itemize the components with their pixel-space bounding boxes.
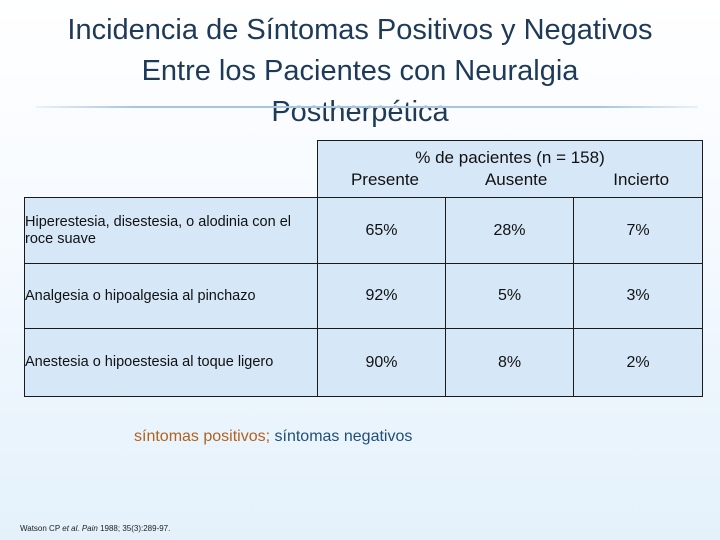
cell-incierto: 7%	[572, 197, 704, 264]
header-corner	[25, 141, 318, 198]
row-label: Hiperestesia, disestesia, o alodinia con…	[24, 197, 318, 264]
table-header-row: % de pacientes (n = 158) Presente Ausent…	[25, 140, 704, 198]
row-label: Analgesia o hipoalgesia al pinchazo	[24, 263, 318, 329]
cell-incierto: 2%	[572, 328, 704, 397]
cell-ausente: 8%	[445, 328, 574, 397]
group-header-label: % de pacientes (n = 158)	[415, 148, 605, 167]
legend-negative: síntomas negativos	[274, 428, 413, 445]
citation-journal: Pain	[81, 524, 98, 533]
column-header-incierto: Incierto	[613, 170, 670, 189]
row-label: Anestesia o hipoestesia al toque ligero	[24, 328, 318, 397]
title-line-1: Incidencia de Síntomas Positivos y Negat…	[67, 14, 653, 46]
slide-title: Incidencia de Síntomas Positivos y Negat…	[0, 10, 720, 133]
cell-ausente: 28%	[445, 197, 574, 264]
citation: Watson CP et al. Pain 1988; 35(3):289-97…	[20, 524, 170, 533]
column-header-ausente: Ausente	[484, 170, 548, 189]
cell-incierto: 3%	[572, 263, 704, 329]
column-group-header: % de pacientes (n = 158) Presente Ausent…	[316, 140, 704, 198]
table-row: Anestesia o hipoestesia al toque ligero …	[24, 328, 704, 397]
column-header-presente: Presente	[350, 170, 420, 189]
citation-etal: et al.	[62, 524, 80, 533]
table-row: Hiperestesia, disestesia, o alodinia con…	[24, 197, 704, 264]
cell-presente: 65%	[317, 197, 446, 264]
cell-ausente: 5%	[445, 263, 574, 329]
table-row: Analgesia o hipoalgesia al pinchazo 92% …	[24, 263, 704, 329]
legend-positive: síntomas positivos;	[134, 428, 271, 445]
citation-details: 1988; 35(3):289-97.	[100, 524, 171, 533]
symptoms-table: % de pacientes (n = 158) Presente Ausent…	[24, 140, 704, 397]
citation-authors: Watson CP	[20, 524, 61, 533]
title-line-2: Entre los Pacientes con Neuralgia	[141, 55, 579, 87]
title-divider	[36, 106, 698, 108]
cell-presente: 90%	[317, 328, 446, 397]
symptom-legend: síntomas positivos; síntomas negativos	[134, 428, 412, 446]
cell-presente: 92%	[317, 263, 446, 329]
title-line-3: Postherpética	[271, 96, 449, 128]
